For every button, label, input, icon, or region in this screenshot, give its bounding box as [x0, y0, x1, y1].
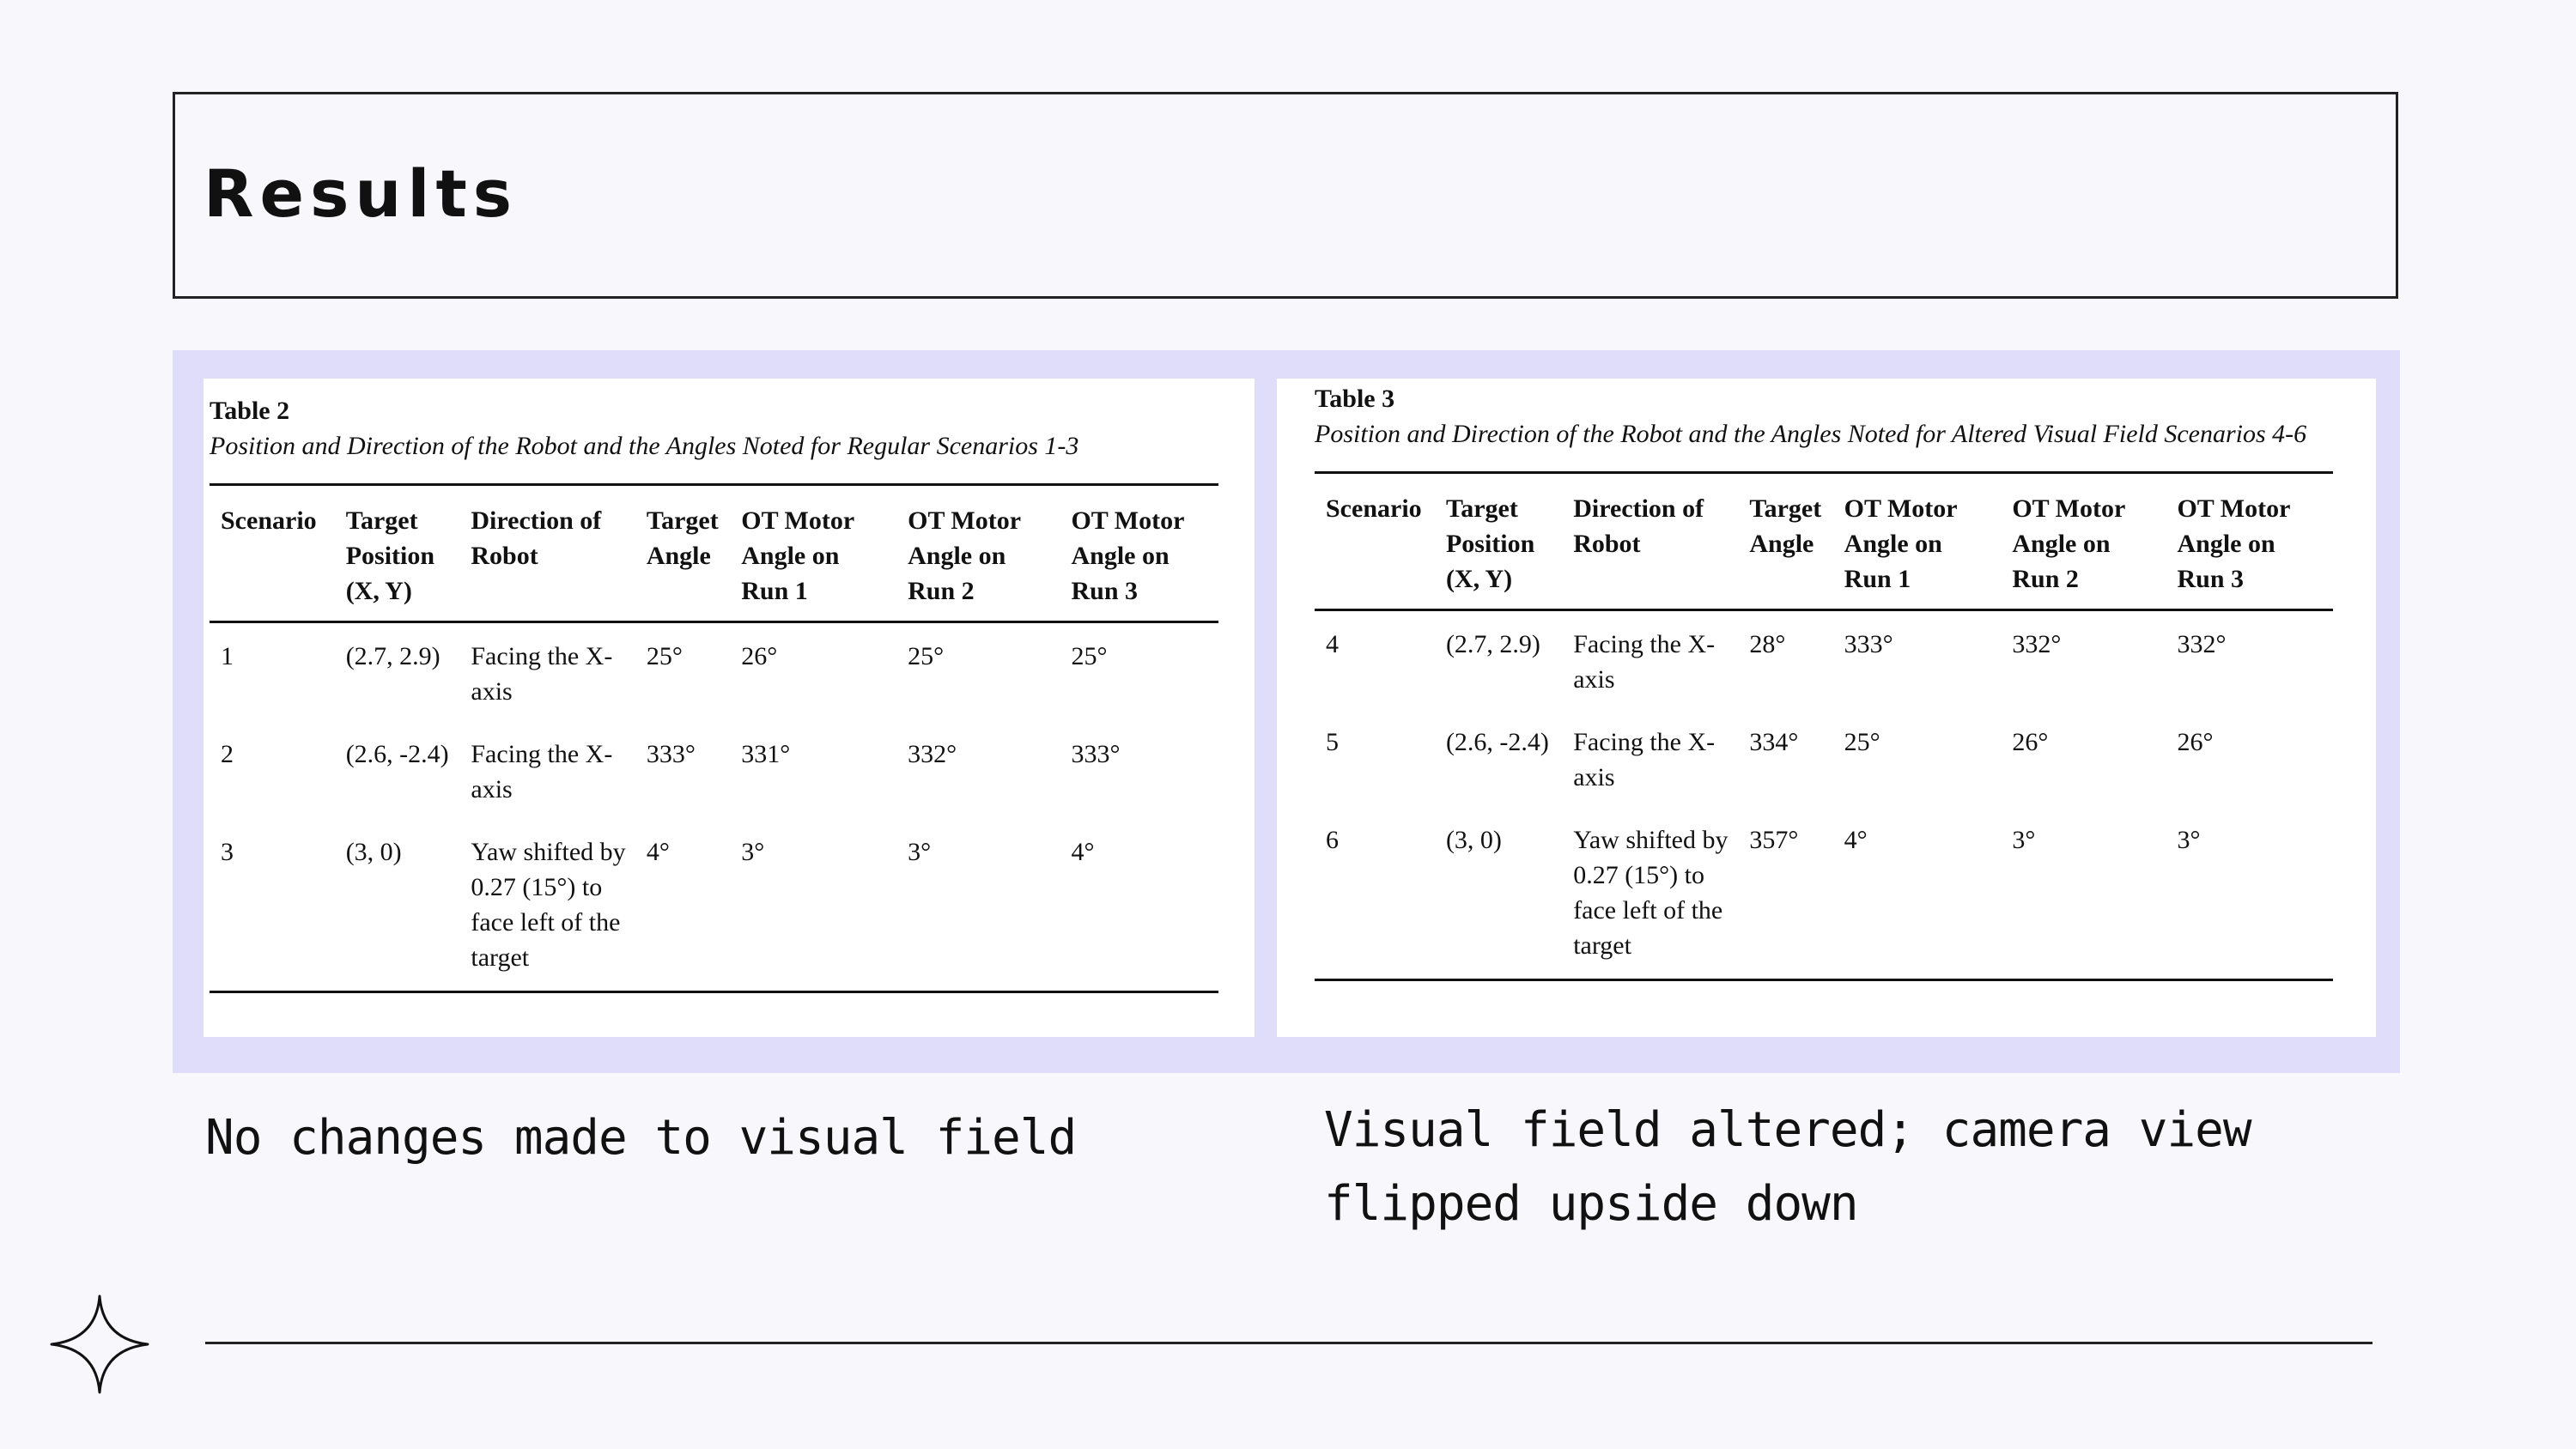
header-direction: Direction of Robot [459, 484, 635, 623]
cell-run-1: 25° [1844, 728, 1880, 756]
header-run-1: OT Motor Angle on Run 1 [730, 484, 897, 623]
cell-target-angle: 334° [1749, 728, 1799, 756]
cell-run-1: 3° [741, 838, 765, 866]
header-run-3: OT Motor Angle on Run 3 [1060, 484, 1218, 623]
cell-target-angle: 333° [646, 740, 696, 768]
header-run-2: OT Motor Angle on Run 2 [896, 484, 1060, 623]
header-target-angle: Target Angle [635, 484, 731, 623]
header-target-position: Target Position (X, Y) [1434, 472, 1563, 611]
cell-target-position: (3, 0) [1445, 826, 1502, 854]
cell-run-3: 25° [1071, 642, 1108, 670]
table-row: 1 (2.7, 2.9) Facing the X-axis 25° 26° 2… [210, 622, 1218, 722]
header-scenario: Scenario [1315, 472, 1435, 611]
cell-scenario: 5 [1326, 728, 1339, 756]
cell-scenario: 4 [1326, 630, 1339, 658]
cell-run-3: 4° [1071, 838, 1095, 866]
cell-run-2: 332° [908, 740, 957, 768]
table-header-row: Scenario Target Position (X, Y) Directio… [1315, 472, 2333, 611]
cell-target-angle: 357° [1749, 826, 1799, 854]
cell-run-1: 4° [1844, 826, 1868, 854]
four-point-star-icon [50, 1294, 149, 1394]
cell-run-3: 332° [2177, 630, 2227, 658]
header-target-position: Target Position (X, Y) [334, 484, 460, 623]
table-3: Scenario Target Position (X, Y) Directio… [1315, 471, 2333, 981]
cell-direction: Facing the X-axis [471, 642, 613, 706]
cell-direction: Facing the X-axis [1573, 630, 1716, 694]
title-box: Results [173, 92, 2398, 299]
cell-scenario: 2 [221, 740, 234, 768]
header-run-1: OT Motor Angle on Run 1 [1832, 472, 2002, 611]
header-run-2: OT Motor Angle on Run 2 [2001, 472, 2166, 611]
cell-target-position: (2.6, -2.4) [345, 740, 449, 768]
cell-run-2: 25° [908, 642, 945, 670]
cell-direction: Yaw shifted by 0.27 (15°) to face left o… [471, 838, 626, 972]
cell-direction: Facing the X-axis [471, 740, 613, 803]
header-run-3: OT Motor Angle on Run 3 [2166, 472, 2333, 611]
cell-run-3: 3° [2177, 826, 2201, 854]
cell-run-2: 26° [2012, 728, 2049, 756]
table-2: Scenario Target Position (X, Y) Directio… [210, 483, 1218, 993]
table-3-caption: Position and Direction of the Robot and … [1315, 420, 2307, 448]
table-3-number: Table 3 [1315, 385, 1395, 413]
table-header-row: Scenario Target Position (X, Y) Directio… [210, 484, 1218, 623]
tables-panel: Table 2 Position and Direction of the Ro… [173, 350, 2400, 1073]
cell-direction: Yaw shifted by 0.27 (15°) to face left o… [1573, 826, 1728, 960]
cell-run-1: 26° [741, 642, 778, 670]
cell-target-angle: 4° [646, 838, 670, 866]
footer-divider [205, 1342, 2372, 1344]
note-visual-field-altered: Visual field altered; camera view flippe… [1324, 1102, 2252, 1232]
cell-run-3: 26° [2177, 728, 2214, 756]
table-row: 3 (3, 0) Yaw shifted by 0.27 (15°) to fa… [210, 819, 1218, 992]
table-row: 4 (2.7, 2.9) Facing the X-axis 28° 333° … [1315, 610, 2333, 710]
cell-run-3: 333° [1071, 740, 1121, 768]
table-2-card: Table 2 Position and Direction of the Ro… [204, 379, 1255, 1037]
table-2-number: Table 2 [210, 397, 290, 425]
cell-run-1: 331° [741, 740, 791, 768]
header-direction: Direction of Robot [1562, 472, 1739, 611]
cell-target-angle: 25° [646, 642, 683, 670]
cell-scenario: 1 [221, 642, 234, 670]
cell-target-position: (2.7, 2.9) [1445, 630, 1540, 658]
table-row: 5 (2.6, -2.4) Facing the X-axis 334° 25°… [1315, 709, 2333, 807]
cell-run-1: 333° [1844, 630, 1893, 658]
cell-direction: Facing the X-axis [1573, 728, 1716, 791]
table-row: 6 (3, 0) Yaw shifted by 0.27 (15°) to fa… [1315, 807, 2333, 980]
cell-run-2: 332° [2012, 630, 2062, 658]
table-2-caption: Position and Direction of the Robot and … [210, 432, 1079, 460]
cell-scenario: 6 [1326, 826, 1339, 854]
cell-target-position: (2.7, 2.9) [345, 642, 440, 670]
note-no-changes: No changes made to visual field [205, 1110, 1077, 1166]
cell-target-angle: 28° [1749, 630, 1786, 658]
table-3-card: Table 3 Position and Direction of the Ro… [1277, 379, 2376, 1037]
cell-target-position: (3, 0) [345, 838, 402, 866]
slide-title: Results [204, 155, 519, 232]
cell-scenario: 3 [221, 838, 234, 866]
cell-run-2: 3° [2012, 826, 2036, 854]
cell-run-2: 3° [908, 838, 932, 866]
cell-target-position: (2.6, -2.4) [1445, 728, 1549, 756]
header-target-angle: Target Angle [1738, 472, 1833, 611]
header-scenario: Scenario [210, 484, 335, 623]
table-row: 2 (2.6, -2.4) Facing the X-axis 333° 331… [210, 721, 1218, 819]
